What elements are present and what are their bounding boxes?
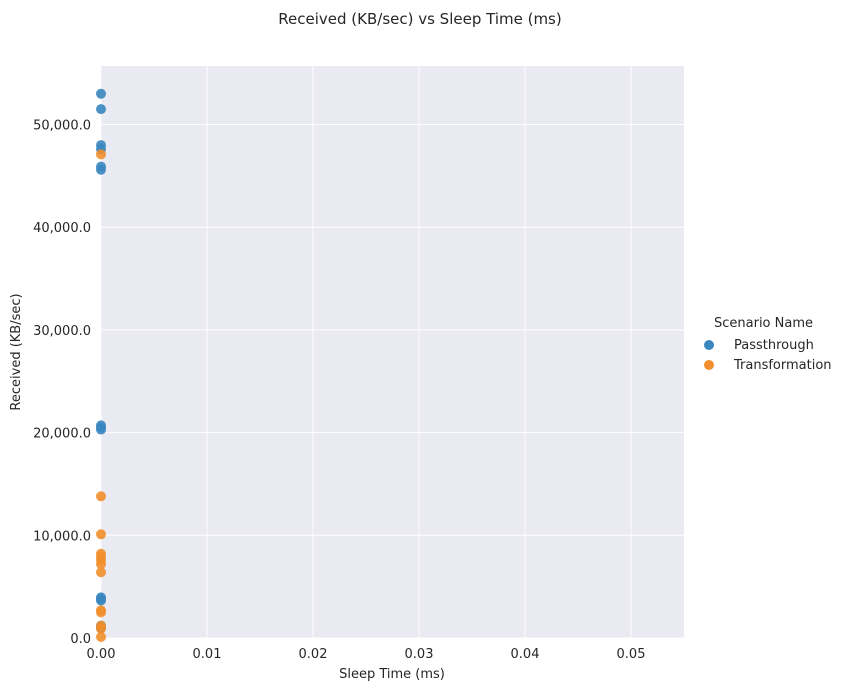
chart-title: Received (KB/sec) vs Sleep Time (ms) (278, 10, 561, 28)
legend-item-passthrough: Passthrough (704, 337, 814, 353)
legend-marker-passthrough (704, 340, 714, 350)
data-point-passthrough (96, 104, 106, 115)
x-tick-label: 0.05 (617, 647, 646, 662)
y-tick-label: 10,000.0 (33, 529, 91, 544)
legend-title: Scenario Name (714, 316, 813, 331)
data-point-transformation (96, 491, 106, 502)
x-tick-label: 0.04 (511, 647, 540, 662)
x-tick-label: 0.00 (87, 647, 116, 662)
y-tick-label: 30,000.0 (33, 324, 91, 339)
legend-label-transformation: Transformation (734, 357, 832, 373)
y-tick-label: 40,000.0 (33, 221, 91, 236)
data-point-transformation (96, 623, 106, 634)
data-point-transformation (96, 607, 106, 618)
legend-item-transformation: Transformation (704, 357, 832, 373)
x-tick-label: 0.01 (193, 647, 222, 662)
axis-ticks: 0.00 0.01 0.02 0.03 0.04 0.05 0.0 10,000.0 20,00… (33, 119, 645, 662)
y-tick-label: 20,000.0 (33, 427, 91, 442)
y-tick-label: 50,000.0 (33, 119, 91, 134)
x-axis-label: Sleep Time (ms) (339, 667, 445, 682)
data-point-passthrough (96, 424, 106, 435)
data-point-passthrough (96, 595, 106, 606)
x-tick-label: 0.03 (405, 647, 434, 662)
data-point-passthrough (96, 164, 106, 175)
data-point-transformation (96, 631, 106, 642)
x-tick-label: 0.02 (299, 647, 328, 662)
y-tick-label: 0.0 (70, 632, 91, 647)
data-point-passthrough (96, 88, 106, 99)
data-points (96, 88, 106, 642)
data-point-transformation (96, 149, 106, 160)
plot-area (101, 66, 684, 638)
data-point-transformation (96, 567, 106, 578)
data-point-transformation (96, 529, 106, 540)
y-axis-label: Received (KB/sec) (9, 293, 24, 410)
grid-lines (100, 66, 684, 639)
legend-label-passthrough: Passthrough (734, 337, 814, 353)
legend-marker-transformation (704, 360, 714, 370)
data-point-transformation (96, 559, 106, 570)
